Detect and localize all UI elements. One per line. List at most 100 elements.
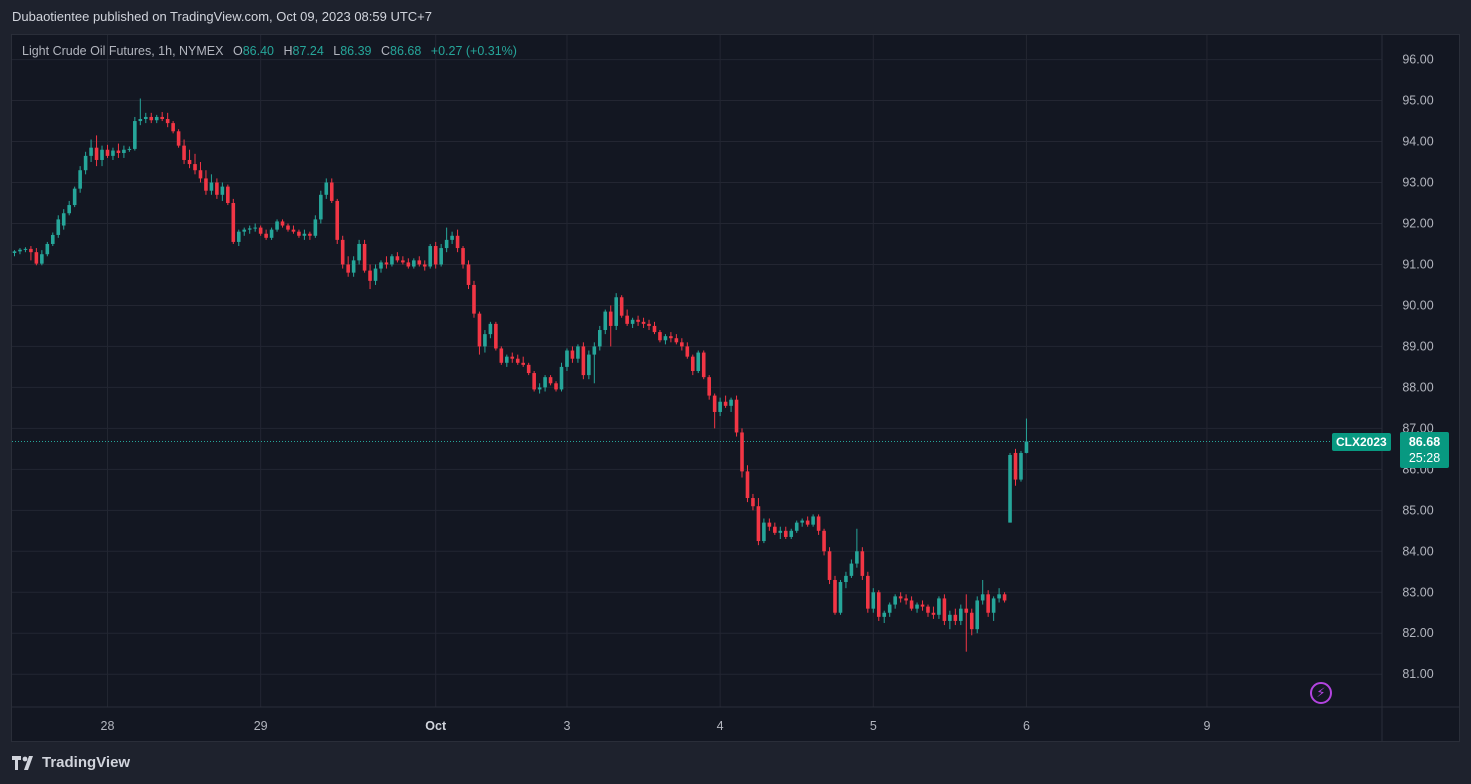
y-tick-label: 94.00 xyxy=(1402,135,1433,149)
candle-body xyxy=(920,604,925,607)
chart-panel[interactable]: 96.00 95.00 94.00 93.00 92.00 91.00 90.00 89.00… xyxy=(11,34,1460,742)
candle-body xyxy=(608,311,613,326)
candle-body xyxy=(61,213,66,226)
candle-body xyxy=(904,598,908,601)
candle-body xyxy=(127,148,132,150)
candle-body xyxy=(876,592,881,617)
candle-body xyxy=(72,188,77,206)
candle-body xyxy=(116,150,121,154)
candle-body xyxy=(308,233,312,236)
candle-body xyxy=(800,520,804,523)
y-tick-label: 96.00 xyxy=(1402,53,1433,67)
candle-body xyxy=(215,182,219,195)
candle-body xyxy=(548,377,553,384)
x-tick-label: 6 xyxy=(1023,719,1030,733)
price-axis: 96.00 95.00 94.00 93.00 92.00 91.00 90.00 89.00… xyxy=(1402,53,1433,682)
candle-body xyxy=(696,352,701,371)
candle-body xyxy=(1008,455,1012,523)
candle-body xyxy=(226,186,230,203)
y-tick-label: 81.00 xyxy=(1402,667,1433,681)
x-tick-label: 29 xyxy=(254,719,268,733)
candle-body xyxy=(619,297,624,316)
candle-body xyxy=(515,358,520,363)
candle-body xyxy=(789,530,794,537)
candle-body xyxy=(395,256,400,261)
candle-body xyxy=(592,346,597,355)
candle-body xyxy=(477,313,482,347)
candle-body xyxy=(805,520,810,525)
candle-body xyxy=(980,594,985,601)
candle-body xyxy=(887,604,892,613)
candle-body xyxy=(871,592,876,609)
candle-body xyxy=(816,516,821,531)
legend-close-label: C xyxy=(380,44,391,58)
y-tick-label: 89.00 xyxy=(1402,339,1433,353)
y-tick-label: 84.00 xyxy=(1402,544,1433,558)
candle-body xyxy=(187,159,192,165)
lightning-icon[interactable]: ⚡ xyxy=(1310,682,1332,704)
candle-body xyxy=(133,121,137,149)
candle-body xyxy=(537,387,542,390)
candle-body xyxy=(242,229,247,232)
candle-body xyxy=(570,350,575,359)
candle-body xyxy=(554,383,558,390)
candle-body xyxy=(94,147,99,160)
last-price-tag: 86.68 25:28 xyxy=(1400,432,1449,468)
x-tick-label: 9 xyxy=(1203,719,1210,733)
candle-body xyxy=(931,612,936,615)
candle-body xyxy=(450,235,454,240)
candlestick-chart[interactable]: 96.00 95.00 94.00 93.00 92.00 91.00 90.00 89.00… xyxy=(12,35,1459,741)
y-tick-label: 91.00 xyxy=(1402,257,1433,271)
candle-body xyxy=(783,530,788,537)
candle-body xyxy=(406,262,411,267)
candle-body xyxy=(707,377,711,396)
candle-body xyxy=(56,219,61,235)
candle-body xyxy=(827,551,832,580)
candle-body xyxy=(559,366,564,390)
candle-body xyxy=(942,598,947,621)
candle-body xyxy=(351,260,356,273)
candle-body xyxy=(67,205,71,214)
candle-body xyxy=(576,346,580,359)
candle-body xyxy=(543,377,547,388)
candle-body xyxy=(701,352,706,378)
tradingview-logo[interactable]: TradingView xyxy=(12,754,130,771)
candle-body xyxy=(100,149,104,160)
candle-body xyxy=(439,248,443,265)
chart-legend: Light Crude Oil Futures, 1h, NYMEX O86.4… xyxy=(22,44,517,58)
candle-body xyxy=(401,260,405,263)
x-tick-label: 3 xyxy=(563,719,570,733)
candle-body xyxy=(975,600,980,630)
candle-body xyxy=(658,332,662,341)
candle-body xyxy=(532,373,536,390)
candle-body xyxy=(909,600,914,609)
candle-body xyxy=(778,530,783,533)
candle-body xyxy=(428,246,433,267)
candle-body xyxy=(647,323,651,326)
publisher-header: Dubaotientee published on TradingView.co… xyxy=(0,0,1471,34)
candle-body xyxy=(154,116,159,121)
candle-body xyxy=(898,596,903,599)
candle-body xyxy=(822,530,826,552)
candle-body xyxy=(193,164,197,171)
last-price-value: 86.68 xyxy=(1408,435,1441,449)
candle-body xyxy=(204,178,208,191)
candle-body xyxy=(40,254,44,264)
candle-body xyxy=(641,321,646,324)
candle-body xyxy=(986,594,990,613)
legend-high-label: H xyxy=(283,44,293,58)
candle-body xyxy=(297,231,301,236)
candle-body xyxy=(882,612,887,617)
candle-body xyxy=(89,147,93,156)
candle-body xyxy=(264,233,268,238)
candle-body xyxy=(488,323,493,335)
candle-body xyxy=(291,229,296,232)
candle-body xyxy=(319,194,323,220)
candle-body xyxy=(794,522,799,531)
candle-body xyxy=(149,116,154,121)
candle-body xyxy=(953,614,958,621)
candle-body xyxy=(236,231,241,242)
candle-body xyxy=(734,399,739,433)
candle-body xyxy=(723,401,728,406)
candle-body xyxy=(433,246,438,265)
